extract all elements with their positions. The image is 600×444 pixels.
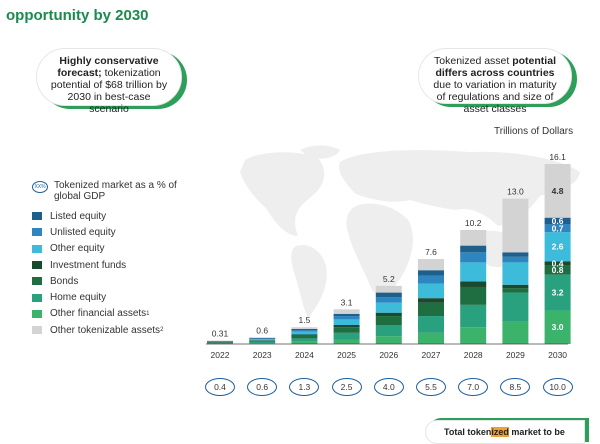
bar-segment [418,303,444,316]
bar-segment [502,322,528,344]
total-value-label: 16.1 [549,152,566,162]
bar-segment [249,341,275,342]
x-tick-label: 2029 [506,350,525,360]
bar-segment [291,338,317,341]
world-map-background [240,146,580,319]
bar-segment [207,342,233,343]
bar-segment [502,257,528,263]
bar-segment [460,246,486,253]
gdp-percent-bubble: 0.4 [205,378,235,396]
bar-segment [249,342,275,343]
total-value-label: 0.6 [256,325,268,335]
bar-segment [334,340,360,344]
bar-segment [460,327,486,344]
bar-segment [418,270,444,276]
bottom-callout-pre: Total token [444,427,491,437]
bar-segment [418,333,444,344]
bar-segment [291,332,317,335]
bar-segment [460,287,486,305]
bar-segment [376,303,402,313]
bar-segment [376,336,402,344]
gdp-percent-bubble: 10.0 [543,378,573,396]
bar-segment [334,325,360,327]
bottom-callout-highlight: ized [491,427,509,437]
bottom-callout: Total tokenized market to be [425,420,585,444]
bar-segment [249,337,275,338]
bar-segment [418,284,444,299]
bar-segment [334,309,360,313]
bar-segment [502,293,528,322]
bar-segment [502,262,528,284]
bar-segment [376,325,402,336]
bar-segment [460,252,486,262]
gdp-percent-bubble: 2.5 [332,378,362,396]
bar-segment [376,313,402,316]
bar-segment [460,262,486,281]
x-tick-label: 2030 [548,350,567,360]
segment-value-label: 3.0 [552,322,564,332]
bar-segment [334,316,360,319]
bar-segment [376,316,402,325]
total-value-label: 13.0 [507,187,524,197]
gdp-percent-bubble: 7.0 [458,378,488,396]
segment-value-label: 2.6 [552,242,564,252]
bar-segment [460,281,486,287]
bar-segment [502,252,528,256]
x-tick-labels: 2022 2023 2024 2025 2026 2027 2028 2029 2030 [211,350,568,360]
bar-segment [460,305,486,327]
gdp-percent-bubble: 5.5 [416,378,446,396]
bar-segment [207,343,233,344]
bar-segment [291,336,317,339]
total-value-label: 10.2 [465,218,482,228]
bar-segment [376,293,402,297]
x-tick-label: 2024 [295,350,314,360]
x-tick-label: 2022 [211,350,230,360]
x-tick-label: 2027 [422,350,441,360]
bar-segment [291,329,317,330]
bar-segment [502,285,528,288]
bar-segment [291,334,317,335]
bar-segment [291,327,317,329]
total-value-label: 7.6 [425,247,437,257]
bar-segment [502,288,528,292]
bar-segment [334,314,360,316]
bar-segment [249,338,275,339]
bar-segment [249,339,275,340]
segment-value-label: 0.6 [552,216,564,226]
gdp-percent-bubble: 4.0 [374,378,404,396]
bar-segment [418,276,444,284]
segment-value-label: 4.8 [552,186,564,196]
bar-segment [418,298,444,302]
total-value-label: 3.1 [341,297,353,307]
x-tick-label: 2023 [253,350,272,360]
bar-segment [418,259,444,270]
bar-segment [334,333,360,340]
gdp-percent-bubble: 0.6 [247,378,277,396]
bar-segment [460,230,486,246]
bar-segment [376,286,402,293]
total-value-label: 5.2 [383,274,395,284]
bottom-callout-post: market to be [509,427,565,437]
total-value-label: 1.5 [298,315,310,325]
x-tick-label: 2026 [379,350,398,360]
bar-segment [502,199,528,253]
x-tick-label: 2025 [337,350,356,360]
segment-value-label: 3.2 [552,288,564,298]
bar-segment [418,316,444,333]
stacked-bar-chart: 0.31 0.6 1.5 3.1 5.2 7.6 10.2 13.0 16.1 3.0 3.2 0.… [0,0,600,435]
bar-segment [334,319,360,325]
total-value-label: 0.31 [212,329,229,339]
bar-segment [291,330,317,332]
x-tick-label: 2028 [464,350,483,360]
bar-segment [376,297,402,303]
bar-segment [334,327,360,333]
segment-value-label: 0.4 [552,259,564,269]
